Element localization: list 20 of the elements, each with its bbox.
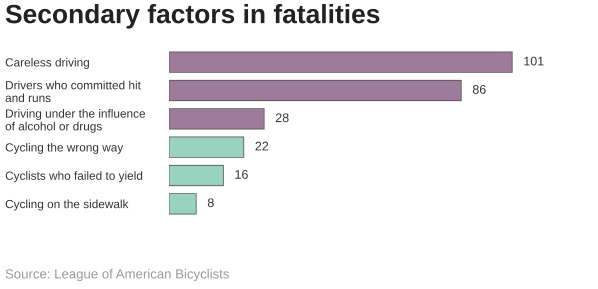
- data-label: 28: [276, 113, 289, 122]
- bar: [169, 164, 224, 186]
- y-tick-label: Drivers who committed hit and runs: [6, 80, 141, 102]
- data-label: 8: [208, 198, 214, 208]
- bar: [169, 52, 513, 73]
- bar: [169, 80, 462, 102]
- y-tick-label: Driving under the influence of alcohol or drugs: [6, 109, 146, 133]
- data-label: 22: [255, 142, 268, 150]
- bar: [169, 136, 244, 158]
- source-note: Source: League of American Bicyclists: [6, 268, 229, 282]
- data-label: 16: [235, 170, 248, 179]
- y-tick-label: Cycling the wrong way: [6, 142, 124, 154]
- y-tick-label: Careless driving: [6, 58, 89, 69]
- data-label: 86: [472, 85, 486, 94]
- y-tick-label: Cyclists who failed to yield: [6, 171, 142, 182]
- chart-title: Secondary factors in fatalities: [6, 4, 380, 29]
- data-label: 101: [524, 56, 544, 66]
- bar: [169, 193, 197, 214]
- y-tick-label: Cycling on the sidewalk: [6, 200, 128, 211]
- bar: [169, 108, 265, 130]
